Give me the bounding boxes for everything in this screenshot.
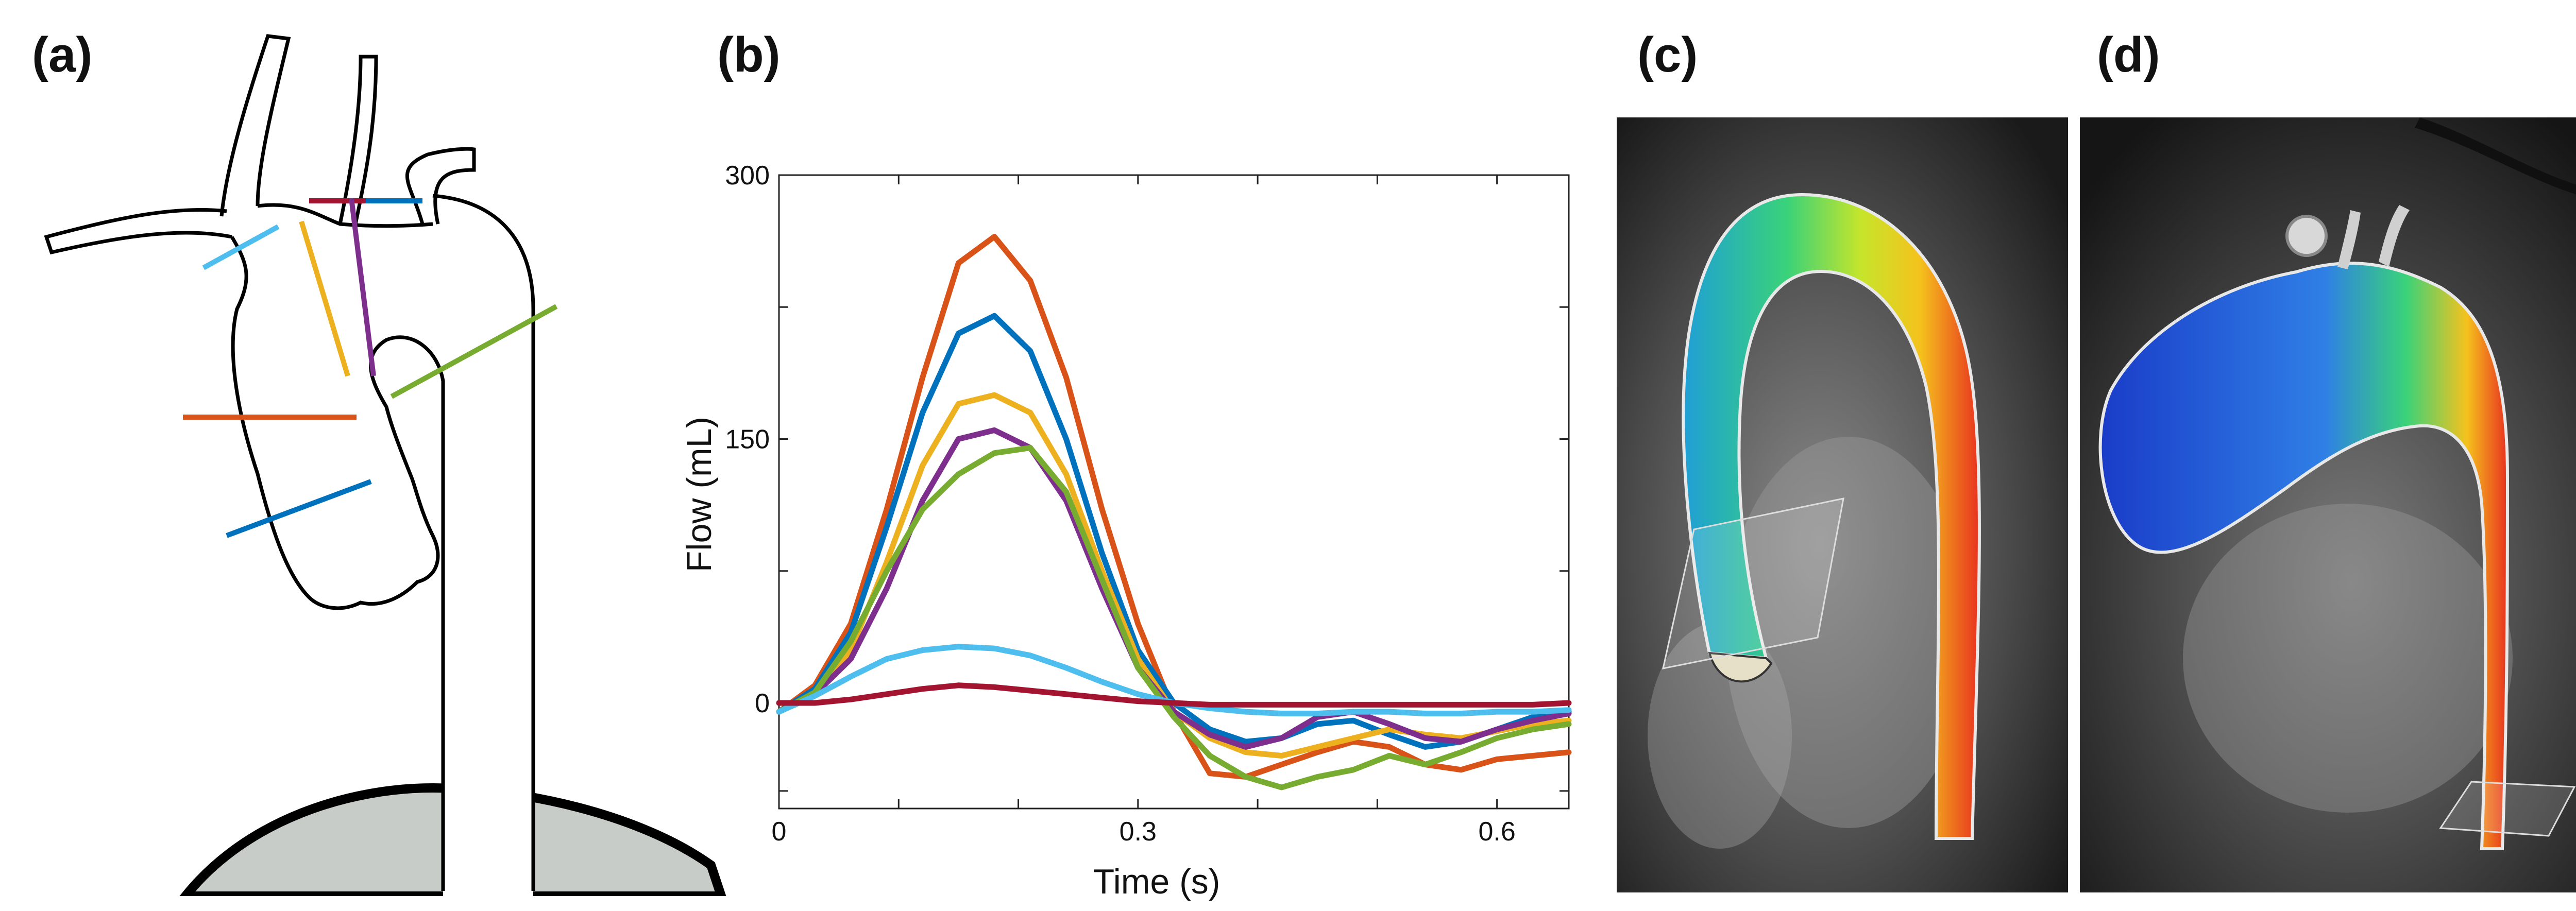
plane-aortic-root	[226, 479, 372, 538]
x-axis-label: Time (s)	[1093, 862, 1221, 901]
x-tick-label: 0.6	[1478, 817, 1515, 847]
plane-arch-distal	[349, 198, 376, 376]
ascending-aorta	[230, 203, 445, 610]
left-carotid-artery	[338, 55, 378, 225]
aorta-schematic-drawing	[44, 34, 728, 901]
right-subclavian-artery	[44, 208, 232, 255]
aorta-streamlines-c	[1682, 193, 1981, 840]
y-tick-label: 300	[725, 161, 770, 191]
flow-chart: 0 0.3 0.6 0 150 300 Flow (mL) Time (s)	[670, 144, 1607, 906]
x-tick-label: 0.3	[1120, 817, 1157, 847]
plane-arch-proximal	[299, 220, 350, 377]
mri-streamline-image-c	[1617, 117, 2068, 892]
panel-label-b: (b)	[717, 27, 781, 82]
descending-aorta	[443, 196, 533, 896]
measurement-plane-c	[1662, 497, 1844, 669]
y-axis-label: Flow (mL)	[680, 417, 719, 572]
panel-label-c: (c)	[1637, 27, 1698, 82]
aorta-schematic	[31, 21, 732, 901]
plane-brachiocephalic	[202, 224, 280, 270]
panel-label-d: (d)	[2097, 27, 2160, 82]
y-tick-label: 0	[755, 689, 770, 718]
mri-streamline-picture-c	[1617, 117, 2068, 892]
measurement-plane-d	[2439, 781, 2576, 837]
plot-frame	[778, 174, 1570, 810]
plane-descending	[390, 304, 558, 399]
series-line-orange	[776, 234, 1572, 780]
aorta-streamlines-d	[2098, 262, 2510, 850]
series-line-green	[776, 445, 1572, 790]
series-line-darkred	[776, 682, 1572, 708]
flow-chart-svg: 0 0.3 0.6 0 150 300 Flow (mL) Time (s)	[680, 161, 1572, 901]
brachiocephalic-artery	[219, 34, 291, 217]
y-tick-label: 150	[725, 425, 770, 455]
mri-streamline-picture-d	[2080, 117, 2576, 892]
left-subclavian-artery	[405, 147, 476, 225]
mri-streamline-image-d	[2080, 117, 2576, 892]
panel-label-a: (a)	[32, 27, 93, 82]
x-tick-label: 0	[772, 817, 787, 847]
